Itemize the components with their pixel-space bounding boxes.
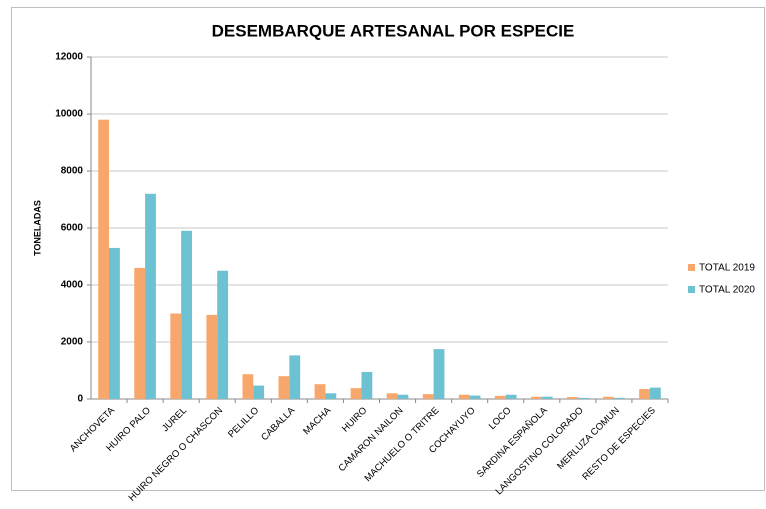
bar	[217, 270, 229, 399]
bar	[649, 387, 661, 399]
bar	[350, 388, 362, 399]
chart-title: DESEMBARQUE ARTESANAL POR ESPECIE	[212, 21, 575, 40]
y-tick-label: 6000	[61, 223, 84, 234]
y-tick-label: 0	[77, 394, 83, 405]
legend-label: TOTAL 2020	[699, 285, 755, 296]
bar	[397, 394, 409, 399]
bar	[613, 397, 625, 399]
bar	[145, 193, 156, 399]
bar	[422, 394, 434, 399]
bar	[242, 374, 254, 399]
y-tick-label: 8000	[61, 166, 84, 177]
bar	[639, 389, 650, 399]
bar	[134, 267, 146, 399]
bar	[469, 395, 481, 399]
y-tick-label: 2000	[61, 337, 84, 348]
bar	[541, 396, 553, 399]
bar	[206, 314, 218, 399]
bar	[361, 371, 373, 399]
bar	[505, 394, 517, 399]
bar	[530, 396, 542, 399]
bar	[289, 355, 301, 399]
bar	[494, 395, 506, 399]
bar	[253, 385, 265, 399]
chart-border	[11, 7, 765, 491]
legend-swatch	[688, 286, 695, 293]
bar	[170, 313, 182, 399]
bar	[433, 349, 445, 399]
bar	[325, 393, 337, 399]
y-axis-label: TONELADAS	[32, 200, 42, 256]
bar	[603, 396, 614, 399]
y-tick-label: 12000	[55, 52, 83, 63]
legend-swatch	[688, 264, 695, 271]
bar	[567, 397, 578, 399]
bar	[181, 230, 192, 399]
bar	[314, 384, 326, 399]
legend-label: TOTAL 2019	[699, 263, 755, 274]
bar	[98, 119, 110, 399]
bar	[278, 376, 290, 399]
y-tick-label: 4000	[61, 280, 84, 291]
bar	[577, 397, 589, 399]
bar	[458, 394, 470, 399]
y-tick-label: 10000	[55, 109, 83, 120]
bar	[386, 393, 398, 399]
bar	[109, 247, 120, 399]
